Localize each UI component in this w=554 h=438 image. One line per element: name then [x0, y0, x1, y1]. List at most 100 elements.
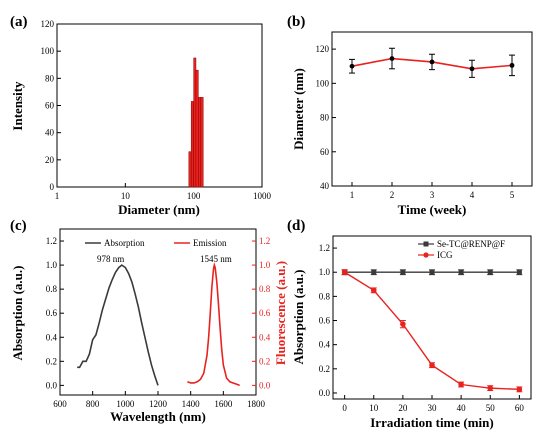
panel-c-y-tick-label: 0.4 [46, 332, 58, 342]
legend-marker-icg [423, 252, 429, 258]
panel-d-y-tick-label: 0.8 [319, 291, 331, 301]
panel-d-icg-point [458, 381, 464, 388]
panel-d-icg-line [344, 271, 520, 391]
panel-c-y-tick-label: 0.0 [46, 380, 58, 390]
panel-d-y-tick-label: 0.2 [319, 364, 330, 374]
panel-b-y-ticks: 40 60 80 100 120 [316, 44, 336, 191]
panel-a-y-tick-label: 60 [45, 101, 55, 111]
panel-c-ylabel: Absorption (a.u.) [10, 266, 25, 361]
panel-d-x-tick-label: 10 [369, 403, 379, 413]
panel-a-bar [188, 151, 192, 188]
panel-d-se-tc-point [487, 269, 493, 275]
panel-d-x-tick-label: 50 [486, 403, 496, 413]
panel-d-y-tick-label: 0.6 [319, 316, 331, 326]
legend-label-emission: Emission [193, 238, 227, 248]
panel-d-x-tick-label: 0 [342, 403, 347, 413]
panel-d-icg-point [370, 287, 377, 294]
panel-a-bar [200, 97, 204, 188]
panel-c-y-right-tick-label: 0.6 [259, 308, 271, 318]
panel-c-xlabel: Wavelength (nm) [110, 409, 206, 424]
panel-d-y-ticks: 0.0 0.2 0.4 0.6 0.8 1.0 1.2 [319, 243, 337, 398]
panel-b-point [429, 59, 435, 65]
panel-b-y-tick-label: 60 [320, 147, 330, 157]
panel-c-y-right-tick-label: 0.0 [259, 380, 271, 390]
panel-c-ylabel-right: Fluorescence (a.u.) [273, 261, 288, 365]
panel-d-icg-point [429, 362, 435, 368]
annotation-1545nm: 1545 nm [200, 254, 232, 264]
panel-d-icg-point [341, 269, 348, 276]
panel-a-bar [198, 97, 202, 188]
panel-c-x-tick-label: 1200 [149, 399, 168, 409]
panel-b-y-tick-label: 100 [316, 78, 330, 88]
panel-c-y-tick-label: 1.0 [46, 260, 58, 270]
panel-d-x-ticks: 0 10 20 30 40 50 60 [342, 395, 524, 413]
panel-a-x-tick-label: 1000 [253, 191, 272, 201]
panel-d-frame [332, 235, 532, 400]
panel-d-label: (d) [287, 218, 305, 234]
legend-marker-se-tc [423, 241, 429, 247]
panel-c-x-tick-label: 1800 [247, 399, 266, 409]
panel-c-y-tick-label: 0.6 [46, 308, 58, 318]
panel-c-y-tick-label: 0.2 [46, 356, 57, 366]
panel-c-x-ticks: 600 800 1000 1200 1400 1600 1800 [53, 391, 266, 409]
panel-c-y-ticks: 0.0 0.2 0.4 0.6 0.8 1.0 1.2 [46, 236, 64, 390]
panel-a-xlabel: Diameter (nm) [118, 202, 200, 217]
panel-c-label: (c) [10, 218, 27, 234]
panel-a-bar [190, 101, 194, 188]
panel-a-y-ticks: 0 20 40 60 80 100 120 [41, 19, 61, 192]
panel-d-icg-point [487, 385, 494, 391]
panel-c-y-tick-label: 0.8 [46, 284, 58, 294]
panel-d: (d) 0.00.20.40.60.81.01.2 0 10 20 30 40 50 60 … [287, 218, 532, 430]
panel-a-bar [193, 57, 197, 188]
panel-d-y-tick-label: 1.2 [319, 243, 330, 253]
legend-label-absorption: Absorption [104, 238, 145, 248]
panel-b-point [509, 62, 515, 68]
panel-d-y-tick-label: 1.0 [319, 267, 331, 277]
panel-a-x-tick-label: 100 [187, 191, 201, 201]
panel-b-label: (b) [287, 14, 305, 30]
panel-b-y-tick-label: 40 [320, 181, 330, 191]
panel-c-x-tick-label: 800 [86, 399, 100, 409]
panel-d-x-tick-label: 20 [398, 403, 408, 413]
panel-c-y-right-tick-label: 0.2 [259, 356, 270, 366]
panel-d-y-tick-label: 0.4 [319, 340, 331, 350]
panel-a-frame [56, 23, 263, 188]
panel-a-x-ticks: 1 10 100 1000 [55, 183, 272, 201]
panel-b-y-tick-label: 80 [320, 113, 330, 123]
panel-c-y-right-tick-label: 0.4 [259, 332, 271, 342]
panel-a-label: (a) [10, 14, 28, 30]
panel-c-y-right-tick-label: 1.2 [259, 236, 270, 246]
panel-a-y-tick-label: 0 [50, 182, 55, 192]
panel-b-ylabel: Diameter (nm) [291, 68, 306, 150]
panel-b-x-tick-label: 2 [390, 190, 395, 200]
panel-c-y-right-tick-label: 1.0 [259, 260, 271, 270]
panel-d-se-tc-point [400, 269, 406, 275]
panel-d-icg-point [400, 321, 406, 327]
panel-a-x-tick-label: 1 [55, 191, 60, 201]
legend-label-se-tc: Se-TC@RENP@F [437, 239, 505, 249]
panel-d-plot [341, 269, 523, 393]
panel-c-emission-line [187, 262, 240, 387]
panel-a-bar [195, 69, 199, 188]
panel-d-se-tc-point [458, 269, 464, 275]
panel-a-y-tick-label: 120 [41, 19, 55, 29]
panel-b-y-tick-label: 120 [316, 44, 330, 54]
panel-a-x-tick-label: 10 [121, 191, 131, 201]
panel-d-ylabel: Absorption (a.u.) [291, 270, 306, 365]
panel-a-y-tick-label: 40 [45, 128, 55, 138]
panel-b-xlabel: Time (week) [398, 202, 467, 217]
panel-b-point [469, 66, 475, 72]
panel-d-se-tc-point [371, 269, 377, 275]
panel-c-x-tick-label: 1400 [182, 399, 201, 409]
panel-a-bars [188, 57, 204, 188]
panel-c-x-tick-label: 1600 [214, 399, 233, 409]
panel-a-y-tick-label: 100 [41, 46, 55, 56]
panel-b-x-tick-label: 5 [510, 190, 515, 200]
annotation-978nm: 978 nm [97, 254, 124, 264]
panel-b-point [349, 63, 355, 69]
panel-b: (b) 40 60 80 100 120 1 2 3 4 5 Time (week) Diame… [287, 14, 533, 217]
panel-c: (c) 0.00.20.40.60.81.01.2 0.00.20.40.60.… [10, 218, 288, 424]
panel-d-icg-point [516, 386, 523, 393]
panel-c-plot [77, 262, 240, 387]
